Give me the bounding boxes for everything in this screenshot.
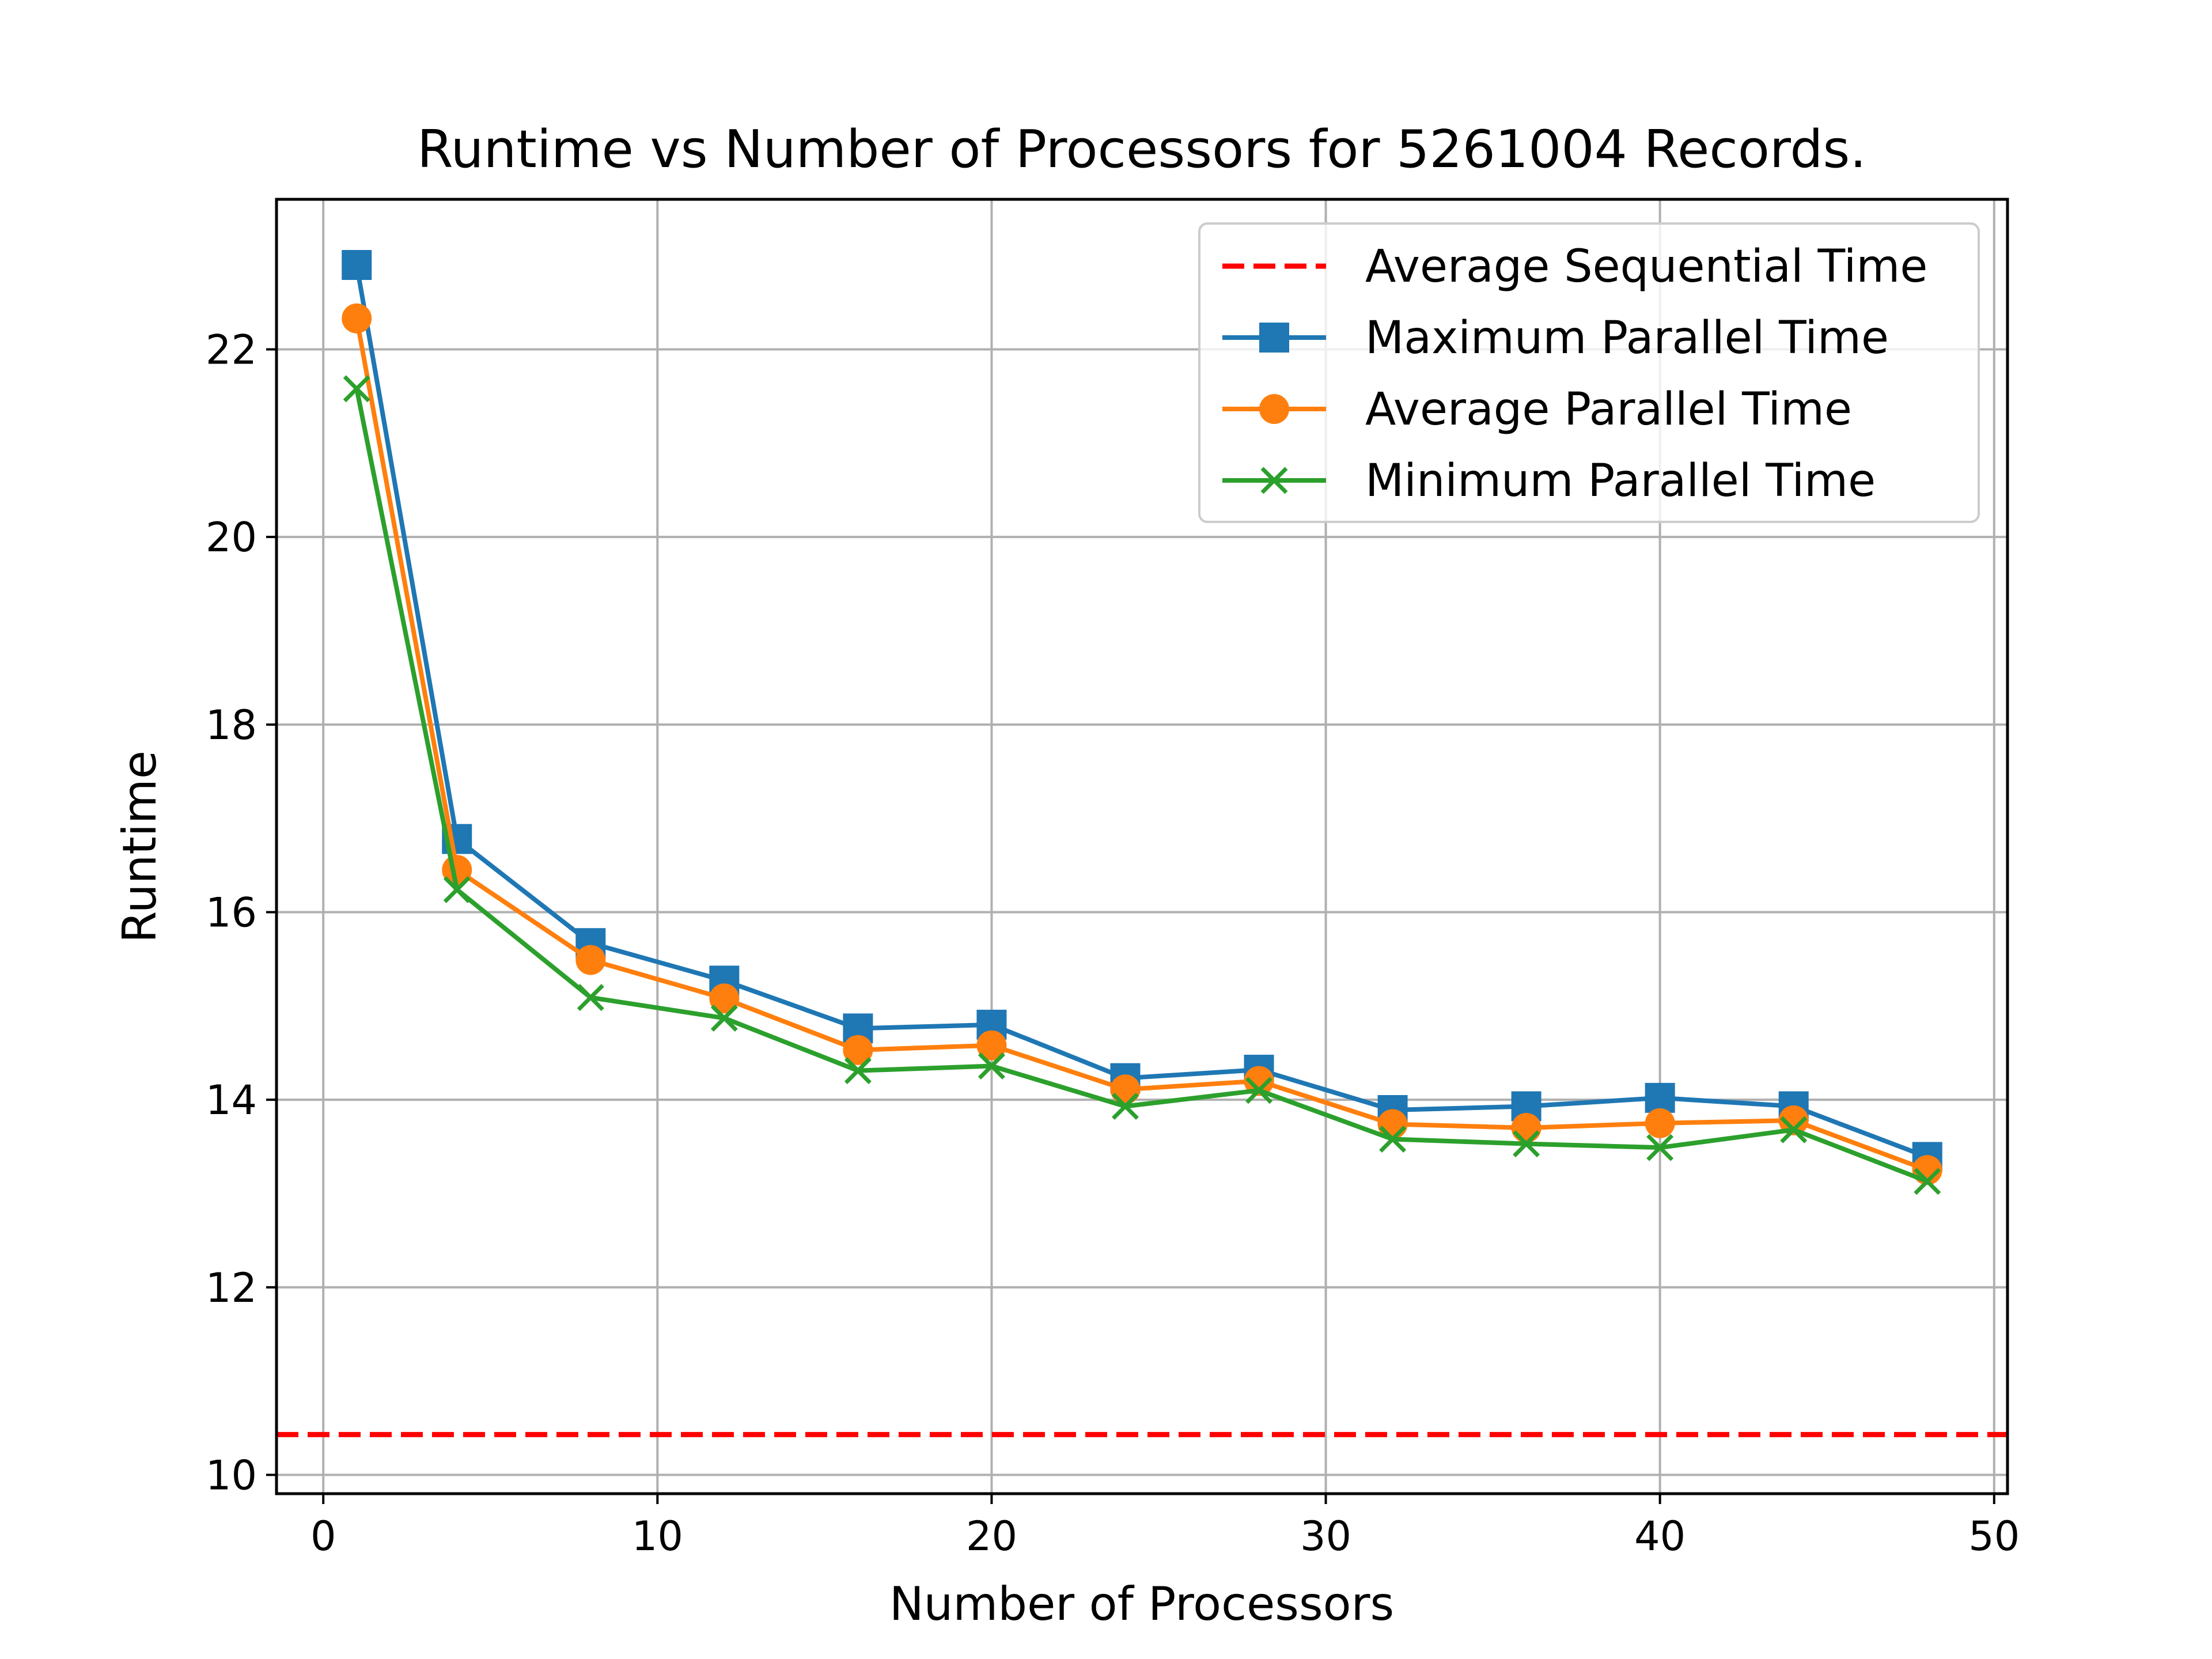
- legend-label-minimum-parallel-time: Minimum Parallel Time: [1365, 455, 1876, 507]
- y-axis-label: Runtime: [113, 751, 166, 943]
- minimum-parallel-time-point: [1245, 1077, 1273, 1104]
- axis-ticks: 0 10 20 30 40 50 10 12 14 16 18 20 22: [206, 327, 2020, 1560]
- legend-marker-average-parallel-time: [1259, 394, 1289, 424]
- minimum-parallel-time-point: [443, 876, 471, 903]
- minimum-parallel-time-point: [1646, 1134, 1674, 1161]
- maximum-parallel-time-point: [1645, 1082, 1675, 1113]
- data-series: [342, 249, 1942, 1195]
- minimum-parallel-time-point: [978, 1052, 1005, 1080]
- x-tick-label: 30: [1300, 1513, 1351, 1560]
- x-tick-label: 0: [310, 1513, 336, 1560]
- average-parallel-time-point: [342, 303, 372, 334]
- legend: Average Sequential Time Maximum Parallel …: [1198, 222, 1980, 523]
- average-parallel-time-point: [709, 983, 740, 1014]
- y-tick-label: 18: [206, 702, 257, 749]
- y-tick-label: 10: [206, 1452, 257, 1499]
- minimum-parallel-time-point: [1780, 1116, 1808, 1143]
- minimum-parallel-time-point: [1513, 1130, 1540, 1158]
- legend-box: [1198, 222, 1980, 523]
- y-tick-label: 14: [206, 1077, 257, 1124]
- grid-lines: [276, 199, 2008, 1494]
- legend-label-average-parallel-time: Average Parallel Time: [1365, 384, 1852, 435]
- x-tick-label: 10: [632, 1513, 683, 1560]
- minimum-parallel-time-point: [1379, 1126, 1407, 1153]
- minimum-parallel-time-series: [343, 375, 1941, 1195]
- minimum-parallel-time-point: [844, 1057, 872, 1085]
- x-tick-label: 20: [966, 1513, 1017, 1560]
- average-parallel-time-point: [1778, 1105, 1809, 1135]
- average-parallel-time-point: [843, 1035, 873, 1065]
- average-parallel-time-point: [1244, 1066, 1274, 1096]
- x-tick-label: 50: [1968, 1513, 2020, 1560]
- minimum-parallel-time-point: [1914, 1168, 1941, 1195]
- legend-label-average-sequential-time: Average Sequential Time: [1365, 241, 1927, 293]
- plot-area-frame: [275, 198, 2009, 1495]
- y-tick-label: 16: [206, 889, 257, 936]
- x-tick-label: 40: [1634, 1513, 1685, 1560]
- average-parallel-time-point: [1511, 1112, 1541, 1143]
- minimum-parallel-time-point: [710, 1004, 738, 1032]
- maximum-parallel-time-point: [342, 249, 372, 280]
- legend-marker-minimum-parallel-time: [1260, 467, 1288, 494]
- y-tick-label: 20: [206, 514, 257, 561]
- x-axis-label: Number of Processors: [889, 1577, 1394, 1631]
- average-parallel-time-point: [575, 945, 606, 975]
- legend-label-maximum-parallel-time: Maximum Parallel Time: [1365, 312, 1889, 364]
- minimum-parallel-time-point: [343, 375, 370, 403]
- minimum-parallel-time-point: [1112, 1093, 1139, 1120]
- average-parallel-time-point: [1645, 1108, 1675, 1138]
- average-parallel-time-point: [1110, 1074, 1141, 1105]
- minimum-parallel-time-point: [577, 984, 604, 1012]
- average-parallel-time-point: [976, 1030, 1007, 1060]
- y-tick-label: 22: [206, 327, 257, 374]
- legend-marker-maximum-parallel-time: [1259, 323, 1289, 353]
- y-tick-label: 12: [206, 1264, 257, 1312]
- chart-title: Runtime vs Number of Processors for 5261…: [417, 119, 1866, 180]
